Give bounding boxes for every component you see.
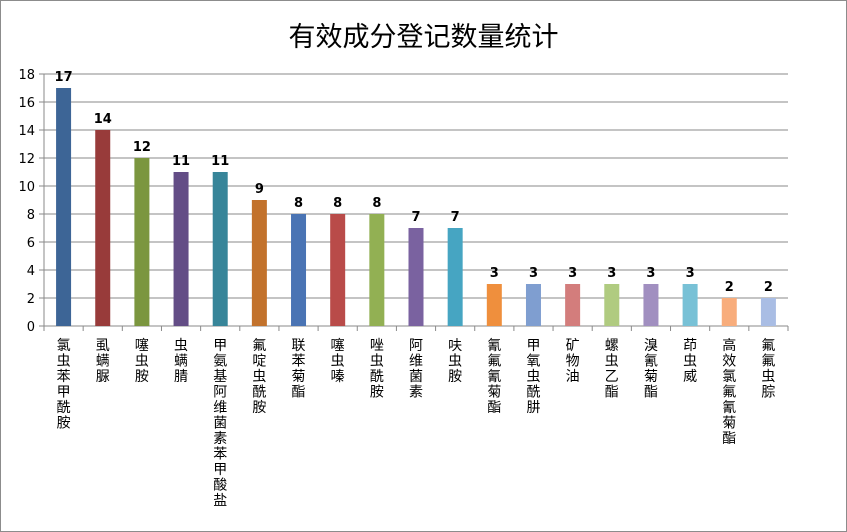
data-label: 3 bbox=[568, 266, 577, 281]
data-label: 8 bbox=[333, 196, 342, 211]
data-label: 3 bbox=[646, 266, 655, 281]
x-tick-label: 噻虫胺 bbox=[135, 337, 149, 385]
chart-title: 有效成分登记数量统计 bbox=[288, 22, 559, 53]
x-tick-label: 联苯菊酯 bbox=[292, 338, 306, 401]
data-label: 2 bbox=[725, 280, 734, 295]
bar bbox=[330, 214, 346, 326]
bar bbox=[95, 130, 111, 326]
x-tick-label: 虫螨腈 bbox=[174, 338, 188, 385]
data-label: 7 bbox=[411, 210, 420, 225]
bar bbox=[486, 284, 502, 326]
data-label: 9 bbox=[255, 182, 264, 197]
data-label: 3 bbox=[529, 266, 538, 281]
bar bbox=[721, 298, 737, 326]
x-tick-label: 氟氟虫腙 bbox=[761, 338, 775, 401]
x-tick-label: 氯虫苯甲酰胺 bbox=[57, 338, 71, 432]
y-tick-label: 8 bbox=[27, 208, 35, 223]
x-tick-label: 阿维菌素 bbox=[409, 338, 423, 401]
y-tick-label: 4 bbox=[27, 264, 35, 279]
data-label: 11 bbox=[211, 154, 229, 169]
data-label: 3 bbox=[490, 266, 499, 281]
data-label: 12 bbox=[133, 140, 151, 155]
data-label: 2 bbox=[764, 280, 773, 295]
bar bbox=[212, 172, 228, 326]
x-tick-label: 甲氨基阿维菌素苯甲酸盐 bbox=[213, 338, 227, 509]
data-label: 8 bbox=[294, 196, 303, 211]
bar bbox=[408, 228, 424, 326]
data-label: 3 bbox=[686, 266, 695, 281]
x-tick-label: 氟啶虫酰胺 bbox=[252, 338, 266, 416]
y-tick-label: 6 bbox=[27, 236, 35, 251]
bar bbox=[56, 88, 72, 326]
bar bbox=[643, 284, 659, 326]
y-tick-label: 0 bbox=[27, 320, 35, 335]
x-tick-label: 溴氰菊酯 bbox=[644, 338, 658, 401]
labels: 0 2 4 6 8 10 12 14 16 18 17 氯虫苯甲酰胺 14 虱螨脲 12 噻虫胺 11 虫螨腈 11… bbox=[18, 68, 775, 509]
x-tick-label: 呋虫胺 bbox=[448, 338, 462, 385]
y-tick-label: 12 bbox=[18, 152, 35, 167]
data-label: 7 bbox=[451, 210, 460, 225]
data-label: 11 bbox=[172, 154, 190, 169]
bar bbox=[760, 298, 776, 326]
x-tick-label: 噻虫嗪 bbox=[331, 337, 345, 385]
bar bbox=[291, 214, 307, 326]
y-tick-label: 14 bbox=[18, 124, 35, 139]
bar bbox=[565, 284, 581, 326]
x-tick-label: 唑虫酰胺 bbox=[370, 338, 384, 401]
bar bbox=[173, 172, 189, 326]
x-tick-label: 氰氟氰菊酯 bbox=[487, 338, 501, 416]
bars bbox=[56, 88, 776, 326]
bar bbox=[447, 228, 463, 326]
x-tick-label: 高效氯氟氰菊酯 bbox=[722, 337, 736, 447]
data-label: 8 bbox=[372, 196, 381, 211]
x-tick-label: 甲氧虫酰肼 bbox=[526, 338, 540, 416]
bar bbox=[682, 284, 698, 326]
bar bbox=[134, 158, 150, 326]
y-tick-label: 2 bbox=[27, 292, 35, 307]
bar bbox=[369, 214, 385, 326]
x-tick-label: 虱螨脲 bbox=[96, 338, 110, 385]
x-tick-label: 螺虫乙酯 bbox=[605, 338, 619, 401]
x-tick-label: 矿物油 bbox=[566, 338, 580, 385]
y-tick-label: 18 bbox=[18, 68, 35, 83]
data-label: 3 bbox=[607, 266, 616, 281]
y-tick-label: 10 bbox=[18, 180, 35, 195]
x-tick-label: 茚虫威 bbox=[683, 338, 697, 385]
data-label: 17 bbox=[55, 70, 73, 85]
bar bbox=[604, 284, 620, 326]
bar bbox=[525, 284, 541, 326]
y-tick-label: 16 bbox=[18, 96, 35, 111]
bar bbox=[251, 200, 267, 326]
data-label: 14 bbox=[94, 112, 112, 127]
